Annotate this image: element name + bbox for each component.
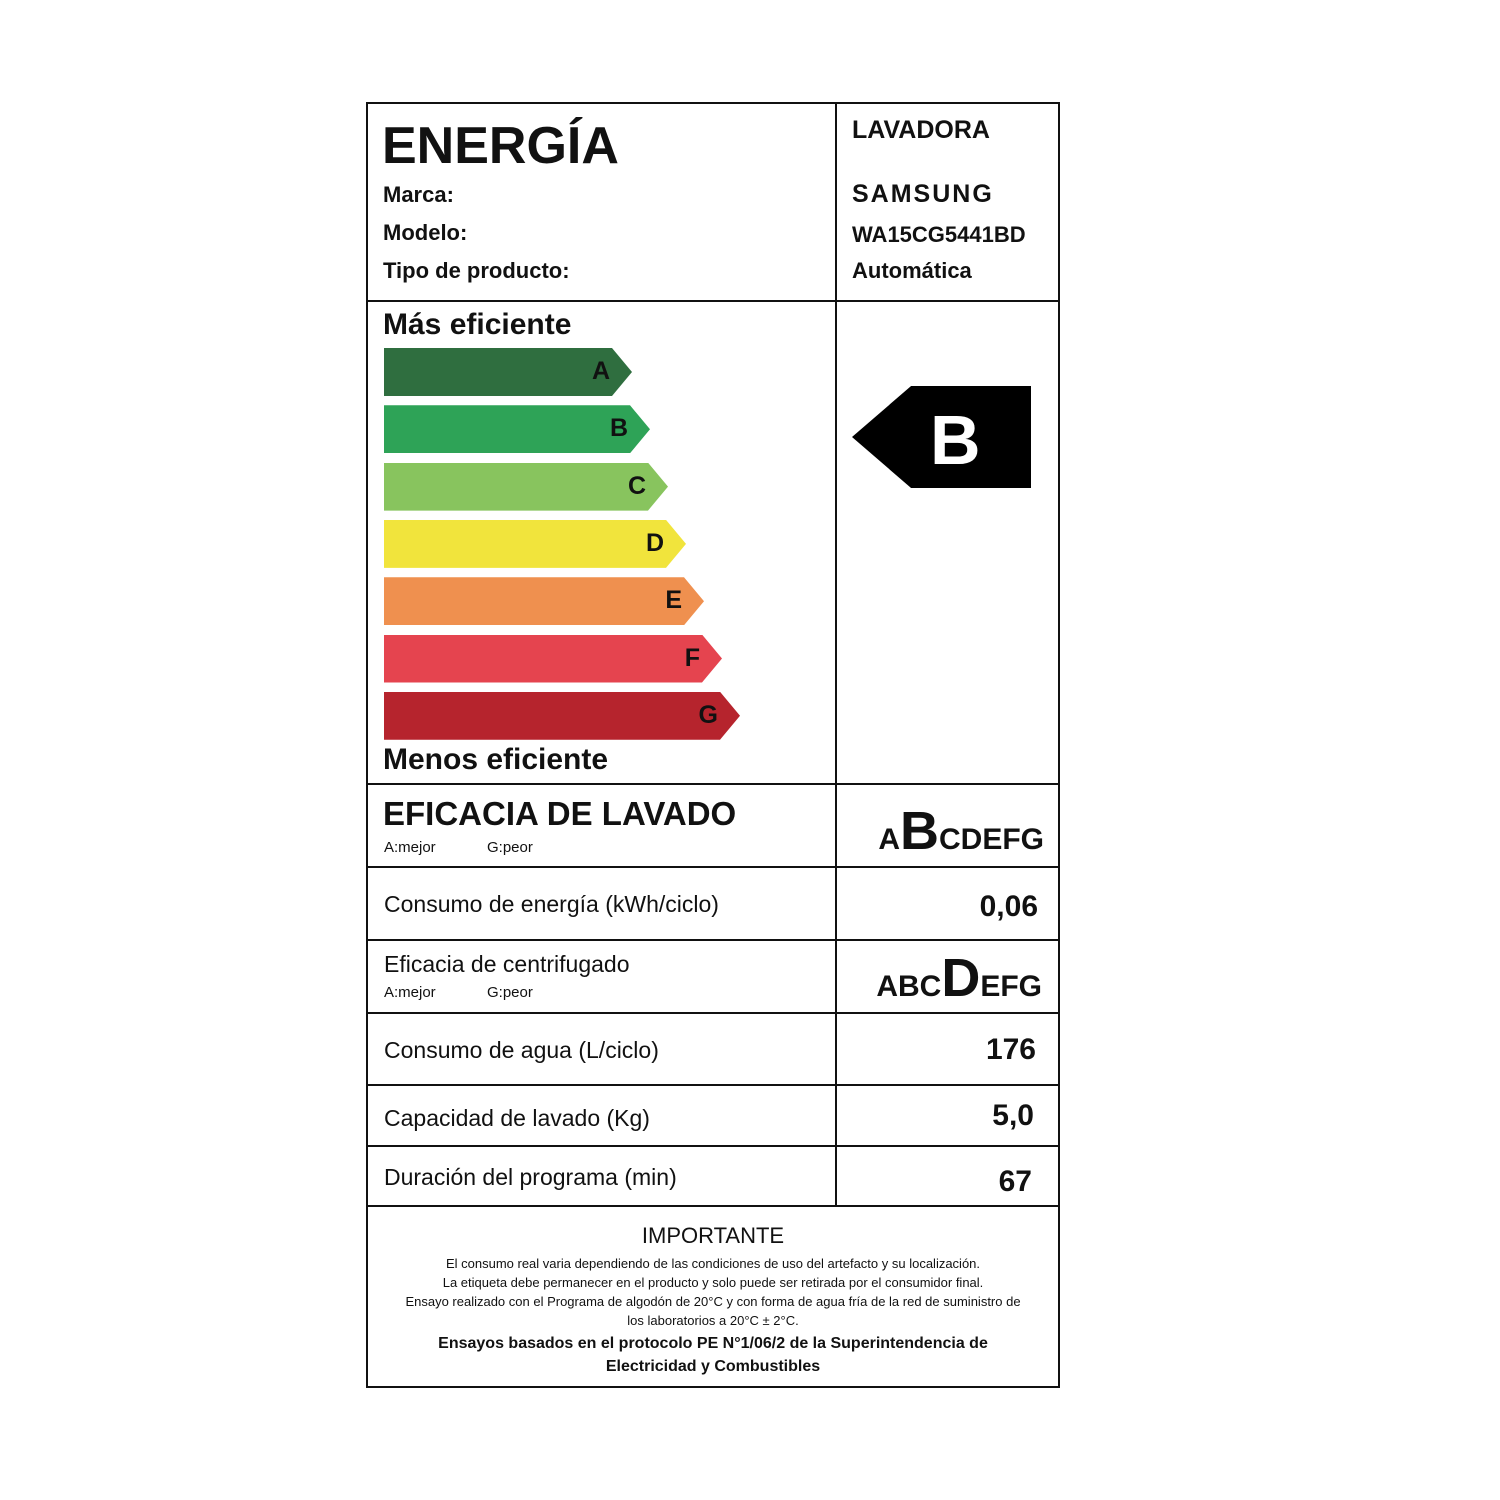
- brand-value: SAMSUNG: [852, 180, 994, 208]
- model-value: WA15CG5441BD: [852, 222, 1026, 247]
- divider: [366, 1205, 1060, 1207]
- energy-class-bar-d: D: [384, 519, 686, 568]
- energy-class-bar-a: A: [384, 348, 632, 396]
- footer-line: Ensayos basados en el protocolo PE N°1/0…: [438, 1335, 988, 1352]
- spin-worst: G:peor: [487, 984, 533, 1001]
- energy-class-letter: F: [684, 643, 700, 672]
- spin-best: A:mejor: [384, 984, 436, 1001]
- energy-label: [366, 102, 1060, 1388]
- energy-class-letter: G: [698, 700, 718, 729]
- brand-label: Marca:: [383, 182, 454, 207]
- least-efficient-label: Menos eficiente: [383, 743, 609, 776]
- model-label: Modelo:: [383, 220, 468, 245]
- duration-value: 67: [998, 1165, 1032, 1198]
- most-efficient-label: Más eficiente: [383, 308, 572, 341]
- rating-letter: B: [930, 401, 981, 479]
- divider: [366, 783, 1060, 785]
- divider: [366, 866, 1060, 868]
- divider: [366, 1084, 1060, 1086]
- wash-efficiency-scale: ABCDEFG: [878, 800, 1044, 862]
- wash-worst: G:peor: [487, 839, 533, 856]
- type-label: Tipo de producto:: [383, 258, 570, 283]
- divider: [366, 1145, 1060, 1147]
- energy-class-letter: B: [609, 414, 628, 443]
- energy-label-text: Consumo de energía (kWh/ciclo): [384, 891, 719, 917]
- important-line: El consumo real varia dependiendo de las…: [445, 1256, 981, 1271]
- divider: [366, 300, 1060, 302]
- column-divider: [835, 102, 837, 1207]
- important-line: Ensayo realizado con el Programa de algo…: [405, 1294, 1021, 1309]
- wash-best: A:mejor: [384, 839, 436, 856]
- product-name: LAVADORA: [852, 116, 990, 144]
- spin-label: Eficacia de centrifugado: [384, 951, 630, 977]
- divider: [366, 1012, 1060, 1014]
- scale-selected: B: [900, 801, 939, 861]
- energy-class-bar-c: C: [384, 462, 668, 511]
- energy-class-letter: D: [645, 528, 664, 557]
- important-title: IMPORTANTE: [641, 1223, 785, 1248]
- water-value: 176: [985, 1033, 1036, 1066]
- energy-class-bar-f: F: [384, 634, 722, 683]
- water-label: Consumo de agua (L/ciclo): [384, 1037, 659, 1063]
- scale-selected: D: [941, 948, 981, 1008]
- energy-class-letter: C: [627, 471, 646, 500]
- footer-line: Electricidad y Combustibles: [605, 1358, 821, 1375]
- scale-after: EFG: [980, 970, 1042, 1003]
- energy-value: 0,06: [979, 890, 1038, 923]
- wash-efficiency-label: EFICACIA DE LAVADO: [383, 795, 737, 832]
- energy-class-letter: A: [591, 357, 610, 385]
- capacity-value: 5,0: [992, 1099, 1034, 1132]
- important-line: La etiqueta debe permanecer en el produc…: [442, 1275, 984, 1290]
- important-line: los laboratorios a 20°C ± 2°C.: [627, 1313, 799, 1328]
- energy-class-bar-e: E: [384, 577, 704, 626]
- label-title: ENERGÍA: [382, 117, 619, 175]
- capacity-label: Capacidad de lavado (Kg): [384, 1105, 650, 1131]
- type-value: Automática: [852, 258, 972, 283]
- scale-after: CDEFG: [939, 823, 1044, 856]
- scale-before: A: [878, 823, 900, 856]
- spin-scale: ABCDEFG: [876, 947, 1042, 1009]
- energy-class-letter: E: [665, 586, 682, 615]
- scale-before: ABC: [876, 970, 942, 1003]
- duration-label: Duración del programa (min): [384, 1164, 677, 1190]
- energy-class-bar-g: G: [384, 691, 740, 740]
- energy-class-bar-b: B: [384, 405, 650, 454]
- divider: [366, 939, 1060, 941]
